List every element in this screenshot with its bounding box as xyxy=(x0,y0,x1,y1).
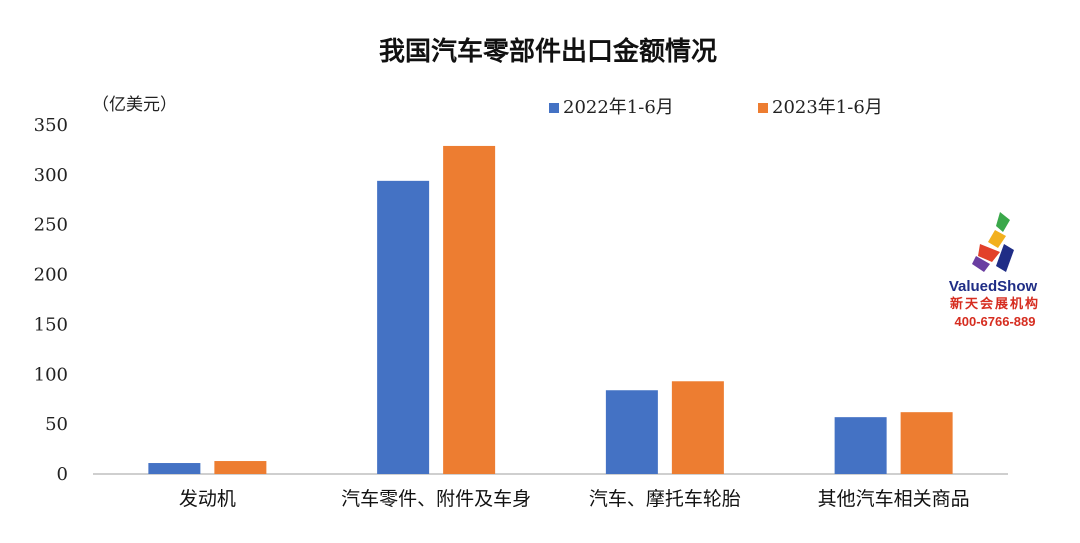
bar-series-0-category-1 xyxy=(377,180,430,474)
y-tick-label: 150 xyxy=(34,314,68,335)
y-tick-label: 50 xyxy=(45,414,68,435)
bar-series-0-category-2 xyxy=(605,390,658,474)
x-axis-categories: 发动机 汽车零件、附件及车身 汽车、摩托车轮胎 其他汽车相关商品 xyxy=(179,488,970,510)
bar-group xyxy=(148,145,953,474)
x-category-label: 发动机 xyxy=(179,488,236,510)
legend-label-2022: 2022年1-6月 xyxy=(563,97,674,118)
watermark-phone: 400-6766-889 xyxy=(955,314,1036,329)
y-tick-label: 250 xyxy=(34,215,68,236)
y-tick-label: 350 xyxy=(34,115,68,136)
watermark-logo: ValuedShow 新天会展机构 400-6766-889 xyxy=(949,212,1040,329)
y-tick-label: 100 xyxy=(34,364,68,385)
y-tick-label: 0 xyxy=(57,464,68,485)
watermark-subtitle: 新天会展机构 xyxy=(950,296,1040,312)
watermark-brand: ValuedShow xyxy=(949,278,1038,295)
y-axis-ticks: 0 50 100 150 200 250 300 350 xyxy=(34,115,68,485)
x-category-label: 其他汽车相关商品 xyxy=(818,488,970,510)
bar-series-0-category-3 xyxy=(834,417,887,474)
chart-title: 我国汽车零部件出口金额情况 xyxy=(379,36,717,67)
valuedshow-logo-icon xyxy=(972,212,1014,272)
legend-swatch-2023 xyxy=(758,103,768,113)
legend-label-2023: 2023年1-6月 xyxy=(772,97,883,118)
bar-series-1-category-1 xyxy=(443,145,496,474)
y-tick-label: 300 xyxy=(34,165,68,186)
bar-series-0-category-0 xyxy=(148,463,201,474)
legend: 2022年1-6月 2023年1-6月 xyxy=(549,97,883,118)
y-axis-unit-label: （亿美元） xyxy=(92,95,177,115)
x-category-label: 汽车零件、附件及车身 xyxy=(341,488,531,510)
legend-swatch-2022 xyxy=(549,103,559,113)
bar-series-1-category-3 xyxy=(900,412,953,474)
x-category-label: 汽车、摩托车轮胎 xyxy=(589,488,741,510)
bar-series-1-category-2 xyxy=(671,381,724,474)
bar-series-1-category-0 xyxy=(214,461,267,474)
y-tick-label: 200 xyxy=(34,265,68,286)
